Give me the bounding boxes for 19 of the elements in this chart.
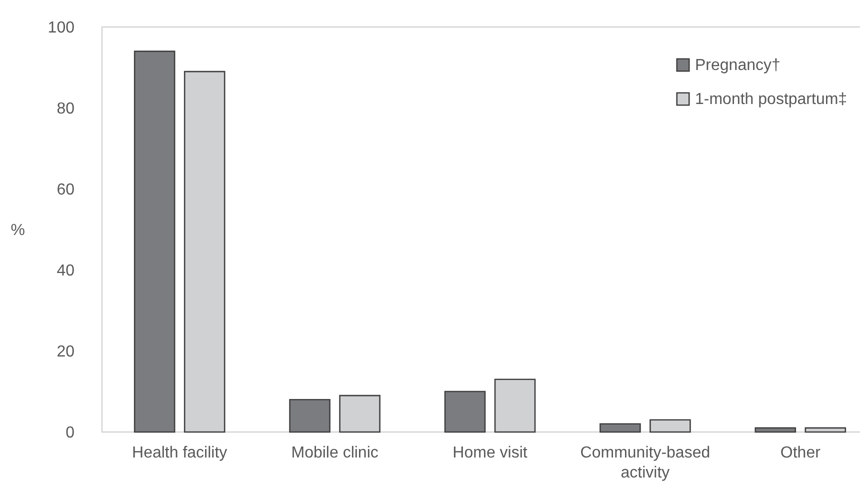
legend-label: Pregnancy†: [695, 57, 780, 74]
x-tick-label: Home visit: [452, 444, 528, 462]
x-tick-label: Mobile clinic: [291, 444, 378, 462]
legend-label: 1-month postpartum‡: [695, 91, 848, 108]
y-axis-title: %: [10, 222, 25, 239]
bar: [134, 50, 176, 433]
bar: [754, 427, 796, 433]
bar: [289, 398, 330, 433]
y-tick-label: 20: [56, 344, 75, 360]
y-tick-label: 0: [66, 424, 75, 442]
y-tick-label: 80: [56, 100, 75, 118]
x-tick-label: Other: [780, 444, 822, 462]
bar: [444, 390, 486, 433]
bar: [600, 423, 641, 433]
y-tick-label: 40: [56, 262, 75, 280]
x-tick-label: Community-based activity: [580, 444, 710, 482]
y-tick-label: 100: [48, 20, 75, 36]
x-tick-label: Health facility: [132, 444, 228, 462]
y-tick-label: 60: [56, 182, 75, 198]
